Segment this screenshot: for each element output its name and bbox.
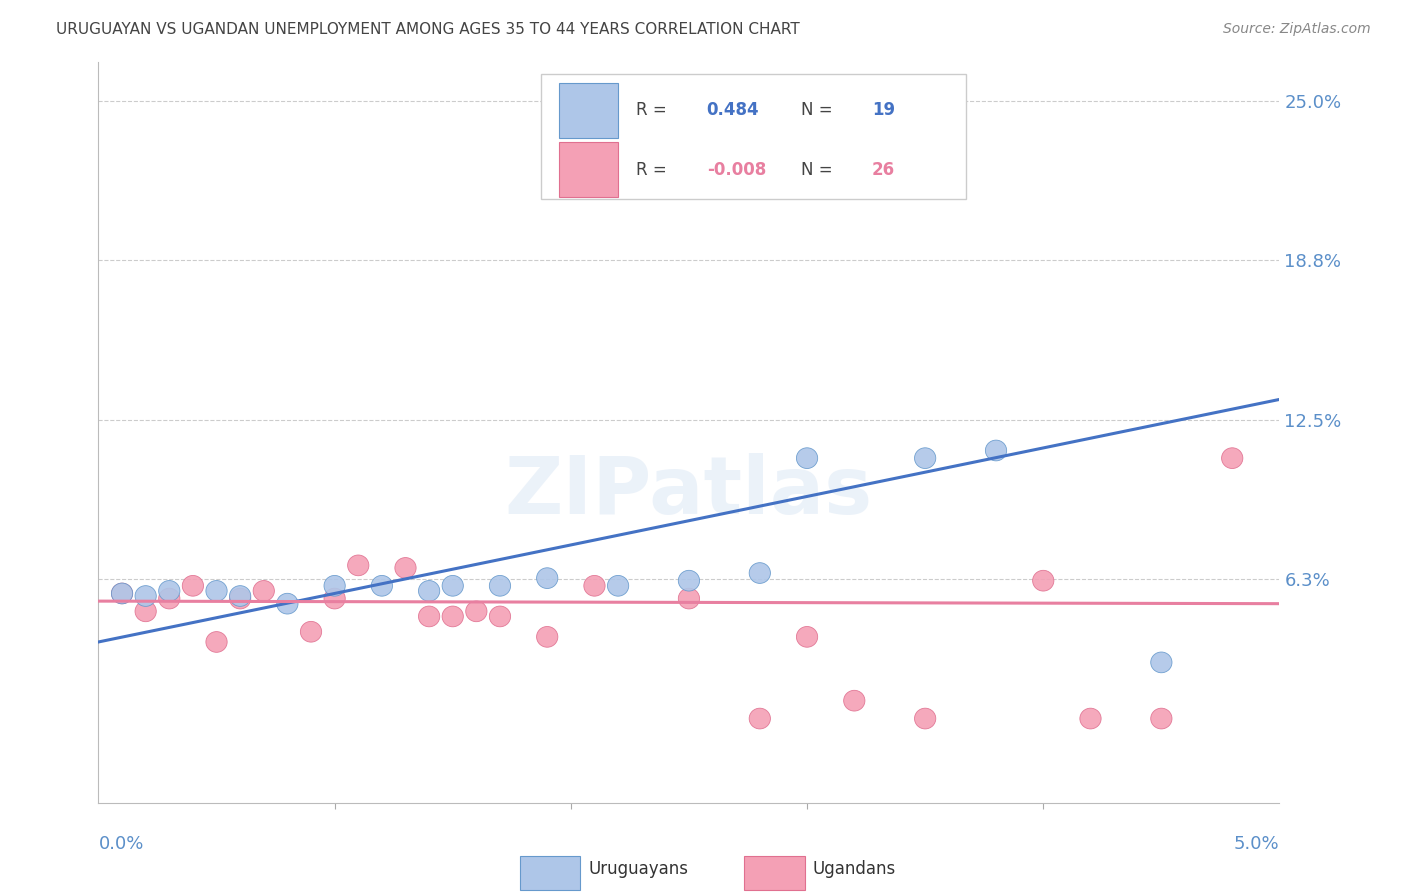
Ellipse shape xyxy=(1150,652,1173,673)
Text: Source: ZipAtlas.com: Source: ZipAtlas.com xyxy=(1223,22,1371,37)
Ellipse shape xyxy=(1032,570,1054,591)
Ellipse shape xyxy=(323,575,346,596)
Ellipse shape xyxy=(1150,708,1173,729)
Ellipse shape xyxy=(159,588,180,609)
Text: N =: N = xyxy=(801,102,838,120)
Text: Ugandans: Ugandans xyxy=(813,861,896,879)
Text: R =: R = xyxy=(636,161,672,178)
Ellipse shape xyxy=(205,632,228,652)
Ellipse shape xyxy=(347,555,368,575)
Text: Uruguayans: Uruguayans xyxy=(589,861,689,879)
Ellipse shape xyxy=(583,575,605,596)
Ellipse shape xyxy=(1222,448,1243,468)
Ellipse shape xyxy=(159,581,180,601)
Ellipse shape xyxy=(844,690,865,711)
Text: 0.484: 0.484 xyxy=(707,102,759,120)
Text: R =: R = xyxy=(636,102,672,120)
Ellipse shape xyxy=(489,606,510,627)
Ellipse shape xyxy=(441,575,464,596)
Ellipse shape xyxy=(111,583,132,604)
Ellipse shape xyxy=(914,708,936,729)
Ellipse shape xyxy=(371,575,392,596)
Ellipse shape xyxy=(607,575,628,596)
Ellipse shape xyxy=(135,586,156,607)
Ellipse shape xyxy=(395,558,416,578)
Ellipse shape xyxy=(796,448,818,468)
Ellipse shape xyxy=(277,593,298,614)
Ellipse shape xyxy=(678,570,700,591)
Ellipse shape xyxy=(749,563,770,583)
FancyBboxPatch shape xyxy=(520,856,581,890)
Ellipse shape xyxy=(537,626,558,648)
Ellipse shape xyxy=(489,575,510,596)
Ellipse shape xyxy=(441,606,464,627)
Ellipse shape xyxy=(301,622,322,642)
Ellipse shape xyxy=(205,581,228,601)
Ellipse shape xyxy=(229,588,250,609)
Ellipse shape xyxy=(914,448,936,468)
Text: ZIPatlas: ZIPatlas xyxy=(505,453,873,531)
Text: 19: 19 xyxy=(872,102,896,120)
Text: 0.0%: 0.0% xyxy=(98,835,143,853)
Text: 5.0%: 5.0% xyxy=(1234,835,1279,853)
Ellipse shape xyxy=(111,583,132,604)
Ellipse shape xyxy=(1080,708,1101,729)
Ellipse shape xyxy=(749,708,770,729)
Ellipse shape xyxy=(419,581,440,601)
Text: URUGUAYAN VS UGANDAN UNEMPLOYMENT AMONG AGES 35 TO 44 YEARS CORRELATION CHART: URUGUAYAN VS UGANDAN UNEMPLOYMENT AMONG … xyxy=(56,22,800,37)
FancyBboxPatch shape xyxy=(560,142,619,197)
Text: -0.008: -0.008 xyxy=(707,161,766,178)
Ellipse shape xyxy=(986,440,1007,461)
Ellipse shape xyxy=(323,588,346,609)
FancyBboxPatch shape xyxy=(744,856,804,890)
Ellipse shape xyxy=(135,601,156,622)
Ellipse shape xyxy=(253,581,274,601)
Text: 26: 26 xyxy=(872,161,896,178)
Ellipse shape xyxy=(796,626,818,648)
Ellipse shape xyxy=(678,588,700,609)
FancyBboxPatch shape xyxy=(560,83,619,138)
FancyBboxPatch shape xyxy=(541,73,966,200)
Ellipse shape xyxy=(537,568,558,589)
Text: N =: N = xyxy=(801,161,838,178)
Ellipse shape xyxy=(465,601,486,622)
Ellipse shape xyxy=(419,606,440,627)
Ellipse shape xyxy=(229,586,250,607)
Ellipse shape xyxy=(183,575,204,596)
